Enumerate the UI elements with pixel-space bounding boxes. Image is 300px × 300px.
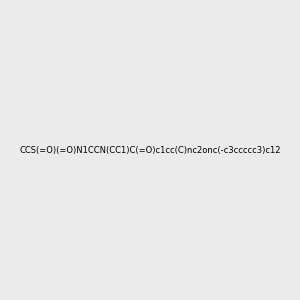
Text: CCS(=O)(=O)N1CCN(CC1)C(=O)c1cc(C)nc2onc(-c3ccccc3)c12: CCS(=O)(=O)N1CCN(CC1)C(=O)c1cc(C)nc2onc(…: [19, 146, 281, 154]
